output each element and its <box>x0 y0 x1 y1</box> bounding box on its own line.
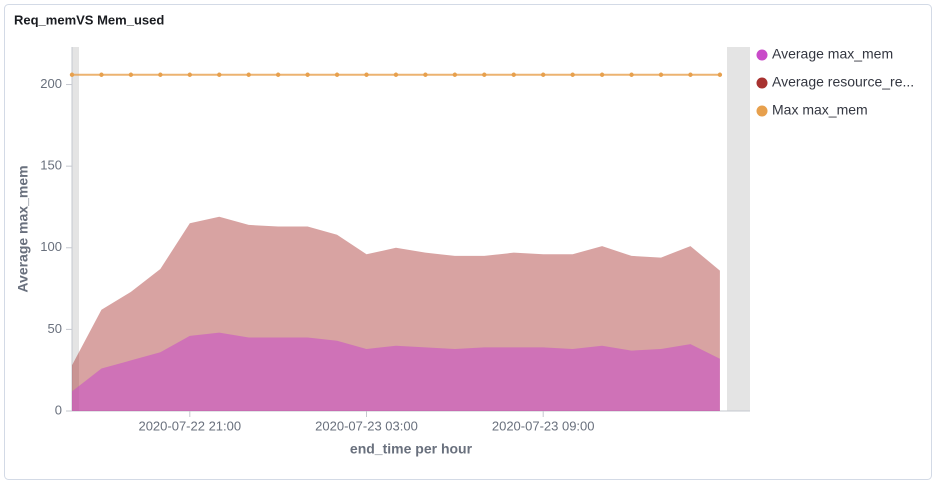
chart-title: Req_memVS Mem_used <box>14 12 164 27</box>
point <box>128 72 134 77</box>
point <box>599 72 605 77</box>
point <box>69 72 75 77</box>
legend-label: Average max_mem <box>772 46 893 62</box>
y-axis-title: Average max_mem <box>15 165 31 292</box>
point <box>305 72 310 77</box>
area <box>72 332 720 411</box>
point <box>482 72 487 77</box>
point <box>511 72 516 77</box>
point <box>658 72 664 77</box>
y-tick-label: 50 <box>48 321 62 336</box>
point <box>99 72 104 77</box>
point <box>688 72 693 77</box>
point <box>334 72 340 77</box>
x-tick-label: 2020-07-23 03:00 <box>315 418 418 433</box>
legend-label: Max max_mem <box>772 102 868 118</box>
point <box>364 72 369 77</box>
point <box>717 72 723 77</box>
point <box>217 72 222 77</box>
point <box>393 72 399 77</box>
point <box>246 72 251 77</box>
point <box>423 72 428 77</box>
point <box>452 72 458 77</box>
x-axis-title: end_time per hour <box>350 441 473 457</box>
point <box>541 72 546 77</box>
point <box>275 72 281 77</box>
x-tick-label: 2020-07-22 21:00 <box>138 418 241 433</box>
point <box>629 72 634 77</box>
y-tick-label: 100 <box>40 239 62 254</box>
point <box>158 72 163 77</box>
legend-label: Average resource_re... <box>772 74 914 90</box>
point <box>570 72 575 77</box>
point <box>187 72 192 77</box>
y-tick-label: 150 <box>40 158 62 173</box>
legend-swatch <box>756 49 768 61</box>
legend-swatch <box>756 105 768 117</box>
partial-bucket <box>727 47 750 411</box>
x-tick-label: 2020-07-23 09:00 <box>492 418 595 433</box>
y-tick-label: 200 <box>40 76 62 91</box>
legend-swatch <box>756 77 768 89</box>
y-tick-label: 0 <box>55 402 62 417</box>
partial-bucket <box>72 47 79 411</box>
